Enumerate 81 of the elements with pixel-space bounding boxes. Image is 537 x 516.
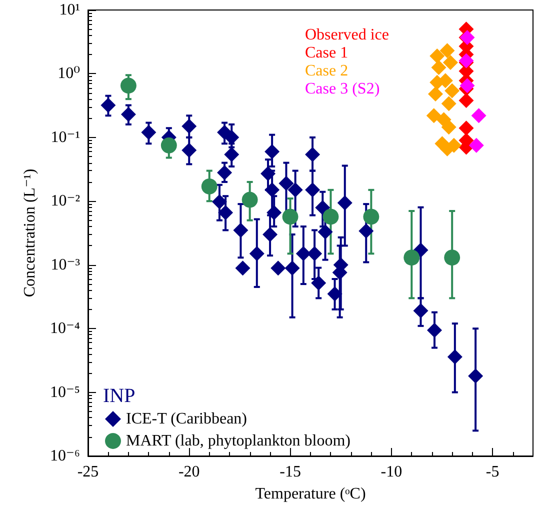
point — [284, 260, 300, 276]
point — [262, 226, 278, 242]
point — [120, 78, 136, 94]
y-tick-label: 10⁻² — [50, 192, 80, 210]
point — [442, 54, 458, 70]
y-tick-label: 10⁻⁶ — [50, 448, 80, 464]
y-tick-label: 10⁻³ — [50, 256, 80, 274]
point — [413, 303, 428, 318]
point — [458, 120, 474, 136]
point — [337, 195, 352, 210]
point — [296, 246, 311, 262]
point — [318, 224, 333, 240]
point — [426, 322, 442, 338]
point — [305, 182, 320, 198]
point — [201, 178, 218, 194]
point — [218, 205, 234, 220]
point — [315, 200, 330, 216]
x-tick-label: -25 — [77, 464, 99, 480]
text: Case 3 (S2) — [305, 80, 380, 98]
point — [311, 275, 326, 290]
point — [441, 96, 456, 112]
point — [428, 86, 444, 102]
point — [468, 368, 484, 384]
point — [141, 124, 156, 140]
point — [212, 194, 227, 210]
point — [235, 260, 250, 276]
x-tick-label: -20 — [178, 464, 200, 480]
point — [307, 246, 322, 262]
point — [182, 118, 197, 134]
point — [266, 205, 282, 220]
point — [224, 130, 240, 145]
y-tick-label: 10⁻⁵ — [50, 384, 80, 401]
point — [444, 250, 460, 266]
point — [100, 98, 116, 113]
point — [270, 260, 286, 276]
point — [426, 108, 442, 124]
point — [458, 92, 474, 108]
y-tick-label: 10⁻⁴ — [50, 320, 80, 338]
text: Case 2 — [305, 62, 348, 80]
point — [120, 106, 136, 122]
point — [363, 208, 380, 225]
point — [441, 120, 456, 135]
text: Case 1 — [305, 44, 348, 62]
point — [444, 83, 460, 98]
point — [242, 192, 258, 208]
point — [431, 60, 446, 76]
point — [440, 43, 455, 58]
point — [447, 349, 462, 364]
point — [322, 208, 339, 225]
point — [182, 142, 197, 158]
text: Observed ice — [305, 26, 389, 44]
point — [249, 246, 264, 262]
legend-label: ICE-T (Caribbean) — [126, 410, 247, 428]
point — [224, 146, 240, 162]
point — [282, 208, 298, 225]
y-tick-label: 10⁻¹ — [50, 128, 80, 146]
y-axis-title: Concentration (L⁻¹) — [22, 168, 38, 298]
point — [217, 165, 232, 180]
point — [264, 144, 280, 160]
point — [260, 166, 276, 182]
point — [468, 138, 484, 153]
x-tick-label: -10 — [380, 464, 402, 480]
legend-label: MART (lab, phytoplankton bloom) — [126, 432, 351, 450]
point — [327, 286, 342, 302]
point — [404, 250, 420, 266]
point — [305, 146, 320, 162]
x-tick-label: -15 — [280, 464, 301, 480]
y-tick-label: 10⁰ — [58, 65, 80, 82]
point — [160, 137, 177, 154]
point — [278, 176, 294, 191]
point — [471, 108, 486, 124]
legend-title: INP — [103, 385, 136, 407]
point — [288, 182, 303, 198]
x-tick-label: -5 — [486, 464, 500, 480]
point — [233, 222, 248, 238]
point — [264, 182, 280, 198]
point — [430, 48, 445, 64]
point — [358, 223, 374, 238]
y-tick-label: 10¹ — [59, 2, 80, 18]
x-axis-title: Temperature (ᵒC) — [255, 486, 366, 502]
point — [460, 78, 475, 94]
